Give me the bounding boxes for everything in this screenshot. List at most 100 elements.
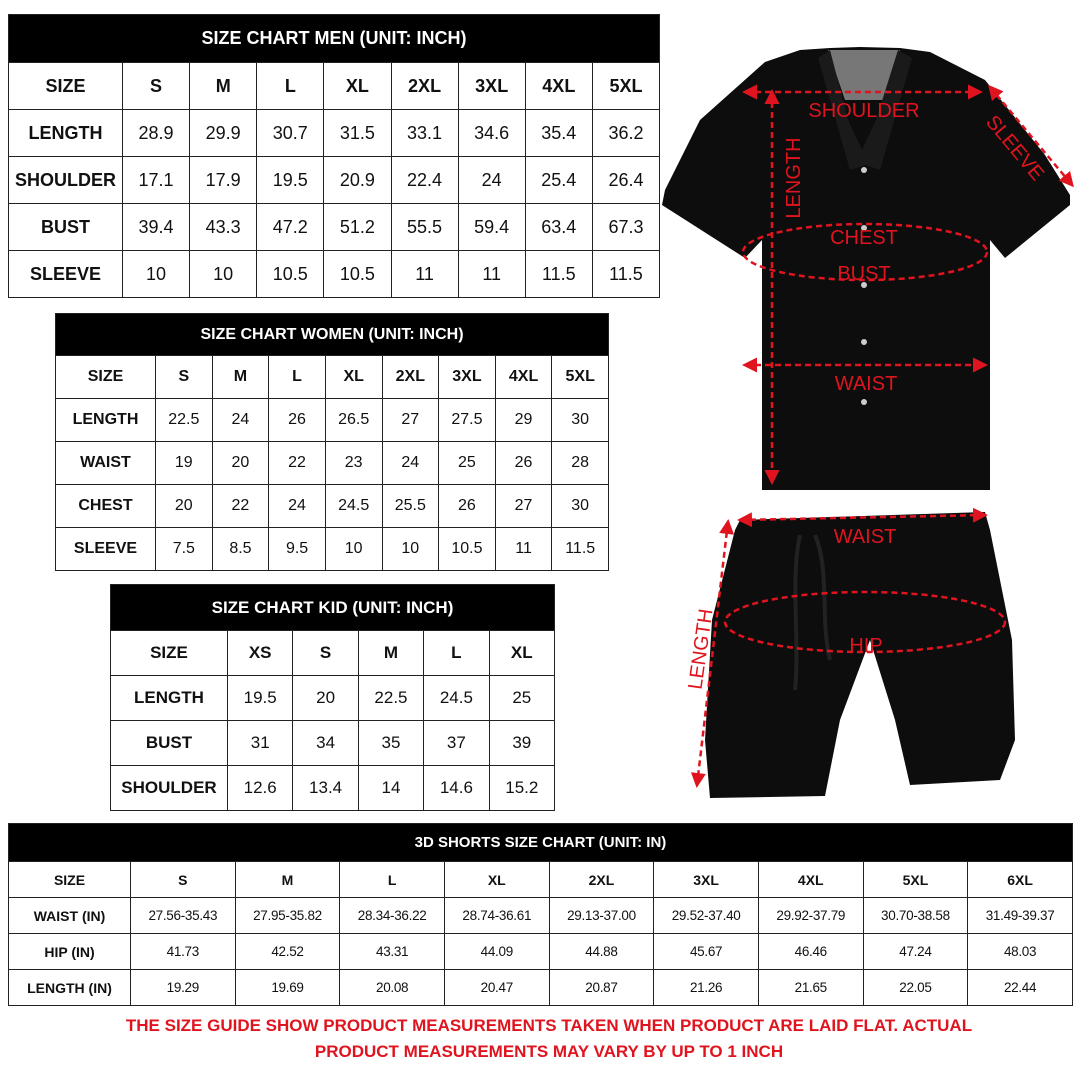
table-cell: 19.69: [234, 969, 341, 1006]
table-cell: 33.1: [390, 109, 459, 157]
table-title: SIZE CHART MEN (UNIT: INCH): [7, 14, 661, 63]
table-cell: 10: [381, 527, 440, 571]
table-cell: 30.7: [256, 109, 325, 157]
table-cell: 44.09: [443, 933, 550, 970]
table-cell: 28: [551, 441, 609, 485]
row-label: LENGTH: [110, 675, 228, 721]
table-header-row: SIZE S M L XL 2XL 3XL 4XL 5XL: [8, 62, 661, 110]
shorts-size-table: 3D SHORTS SIZE CHART (UNIT: IN) SIZE S M L XL…: [8, 823, 1073, 1006]
table-title: 3D SHORTS SIZE CHART (UNIT: IN): [8, 823, 1073, 862]
table-cell: 26.4: [591, 156, 661, 204]
table-cell: 13.4: [292, 765, 359, 811]
table-title-row: 3D SHORTS SIZE CHART (UNIT: IN): [8, 823, 1073, 862]
column-header: 3XL: [653, 861, 759, 898]
column-header: L: [339, 861, 445, 898]
table-cell: 7.5: [155, 527, 213, 571]
table-cell: 28.34-36.22: [339, 897, 445, 934]
table-cell: 22.05: [862, 969, 969, 1006]
table-cell: 24: [211, 398, 270, 442]
table-cell: 51.2: [323, 203, 392, 251]
table-cell: 11.5: [524, 250, 593, 298]
hip-label: HIP: [849, 635, 882, 657]
table-cell: 10: [189, 250, 258, 298]
table-cell: 20.08: [339, 969, 445, 1006]
table-cell: 31.49-39.37: [967, 897, 1073, 934]
row-label: LENGTH (IN): [8, 969, 131, 1006]
measurement-lines: [690, 84, 1074, 788]
table-cell: 22.4: [390, 156, 459, 204]
table-row: BUST 39.4 43.3 47.2 51.2 55.5 59.4 63.4 67.3: [8, 203, 661, 251]
table-cell: 10: [324, 527, 383, 571]
women-size-table: SIZE CHART WOMEN (UNIT: INCH) SIZE S M L XL 2X…: [55, 313, 609, 571]
table-cell: 36.2: [591, 109, 661, 157]
column-header: 5XL: [862, 861, 969, 898]
table-cell: 26: [494, 441, 553, 485]
column-header: 2XL: [381, 355, 440, 399]
table-row: SHOULDER 17.1 17.9 19.5 20.9 22.4 24 25.4 26.4: [8, 156, 661, 204]
table-cell: 22: [211, 484, 270, 528]
table-cell: 26.5: [324, 398, 383, 442]
table-cell: 8.5: [211, 527, 270, 571]
table-row: SHOULDER 12.6 13.4 14 14.6 15.2: [110, 765, 556, 811]
table-cell: 11: [457, 250, 526, 298]
chest-label: CHEST: [830, 227, 898, 249]
table-cell: 12.6: [226, 765, 294, 811]
table-cell: 28.74-36.61: [443, 897, 550, 934]
table-cell: 41.73: [130, 933, 236, 970]
table-cell: 10: [121, 250, 191, 298]
column-header: S: [130, 861, 236, 898]
table-cell: 25.5: [381, 484, 440, 528]
table-cell: 27.5: [438, 398, 496, 442]
table-row: HIP (IN) 41.73 42.52 43.31 44.09 44.88 45.67 46…: [8, 933, 1073, 970]
chest-ellipse: [741, 222, 989, 282]
table-cell: 20.87: [548, 969, 655, 1006]
waist-label: WAIST: [835, 373, 898, 395]
column-header: S: [121, 62, 191, 110]
disclaimer-line-1: THE SIZE GUIDE SHOW PRODUCT MEASUREMENTS…: [125, 1016, 973, 1035]
column-header: M: [211, 355, 270, 399]
column-header: XL: [324, 355, 383, 399]
length-label: LENGTH: [783, 137, 805, 218]
table-cell: 11.5: [551, 527, 609, 571]
table-cell: 47.2: [256, 203, 325, 251]
table-cell: 25: [438, 441, 496, 485]
table-cell: 43.3: [189, 203, 258, 251]
table-title-row: SIZE CHART WOMEN (UNIT: INCH): [55, 313, 609, 356]
table-cell: 31.5: [323, 109, 392, 157]
row-label: SLEEVE: [8, 250, 123, 298]
column-header: 2XL: [390, 62, 459, 110]
table-row: SLEEVE 10 10 10.5 10.5 11 11 11.5 11.5: [8, 250, 661, 298]
table-cell: 20: [292, 675, 359, 721]
table-cell: 42.52: [234, 933, 341, 970]
shoulder-label: SHOULDER: [808, 100, 919, 122]
table-cell: 27: [494, 484, 553, 528]
column-header: M: [357, 630, 425, 676]
table-cell: 22.5: [155, 398, 213, 442]
row-label: WAIST (IN): [8, 897, 131, 934]
table-cell: 14.6: [423, 765, 490, 811]
table-cell: 22: [268, 441, 326, 485]
shorts-length-arrow: [690, 519, 735, 788]
column-header: 4XL: [494, 355, 553, 399]
table-cell: 10.5: [323, 250, 392, 298]
table-cell: 27.56-35.43: [130, 897, 236, 934]
table-row: LENGTH (IN) 19.29 19.69 20.08 20.47 20.87 21.2…: [8, 969, 1073, 1006]
row-label: HIP (IN): [8, 933, 131, 970]
row-label: SLEEVE: [55, 527, 156, 571]
column-header: XL: [488, 630, 556, 676]
column-header: 3XL: [438, 355, 496, 399]
table-cell: 22.5: [357, 675, 425, 721]
column-header: 3XL: [457, 62, 526, 110]
table-row: LENGTH 19.5 20 22.5 24.5 25: [110, 675, 556, 721]
table-cell: 15.2: [488, 765, 556, 811]
row-label: SHOULDER: [110, 765, 228, 811]
table-cell: 35: [357, 720, 425, 766]
column-header: SIZE: [110, 630, 228, 676]
kid-size-table: SIZE CHART KID (UNIT: INCH) SIZE XS S M L XL LE…: [110, 584, 556, 811]
men-size-table: SIZE CHART MEN (UNIT: INCH) SIZE S M L XL 2XL 3…: [7, 14, 661, 298]
shorts-waist-label: WAIST: [834, 526, 897, 548]
table-cell: 24.5: [324, 484, 383, 528]
table-cell: 67.3: [591, 203, 661, 251]
table-header-row: SIZE XS S M L XL: [110, 630, 556, 676]
table-cell: 25: [488, 675, 556, 721]
